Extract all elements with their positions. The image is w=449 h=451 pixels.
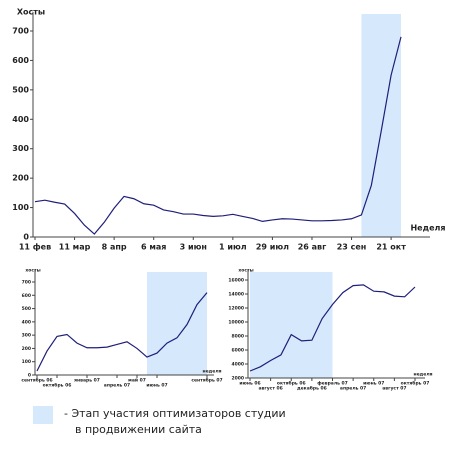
x-tick-label: сентябрь 07 xyxy=(191,377,222,384)
y-tick-label: 14000 xyxy=(228,292,244,298)
x-tick-label: 29 июл xyxy=(256,243,289,252)
y-tick-label: 16000 xyxy=(228,278,244,284)
y-tick-label: 0 xyxy=(28,373,31,379)
x-tick-label: 3 июн xyxy=(180,243,207,252)
highlight-band xyxy=(250,272,333,378)
x-tick-label: апрель 07 xyxy=(340,386,366,392)
x-tick-label: 11 фев xyxy=(19,243,51,252)
x-axis-label: неделя xyxy=(202,370,221,375)
x-tick-label: 23 сен xyxy=(337,243,367,252)
x-tick-label: 26 авг xyxy=(298,243,327,252)
y-tick-label: 700 xyxy=(12,27,29,36)
legend-text: - Этап участия оптимизаторов студии xyxy=(64,407,286,420)
y-tick-label: 200 xyxy=(12,174,29,183)
y-tick-label: 500 xyxy=(22,306,31,312)
y-tick-label: 100 xyxy=(22,359,31,365)
x-tick-label: 21 окт xyxy=(376,243,406,252)
y-tick-label: 700 xyxy=(22,280,31,286)
y-tick-label: 500 xyxy=(12,85,29,94)
y-tick-label: 6000 xyxy=(231,348,244,354)
x-tick-label: 11 мар xyxy=(59,243,91,252)
y-tick-label: 600 xyxy=(22,293,31,299)
y-tick-label: 12000 xyxy=(228,306,244,312)
x-tick-label: май 07 xyxy=(128,377,146,384)
x-tick-label: июнь 07 xyxy=(363,381,384,387)
x-axis-label: Неделя xyxy=(410,224,445,233)
y-tick-label: 200 xyxy=(22,346,31,352)
y-axis-label: Хосты xyxy=(17,8,45,17)
legend-text: в продвижении сайта xyxy=(75,423,202,436)
x-tick-label: октябрь 06 xyxy=(43,382,72,389)
x-axis-label: неделя xyxy=(413,373,432,378)
highlight-band xyxy=(361,14,401,237)
x-tick-label: июнь 07 xyxy=(146,383,167,389)
x-tick-label: август 06 xyxy=(258,386,282,392)
data-line xyxy=(36,292,208,372)
x-tick-label: август 07 xyxy=(382,386,406,392)
x-tick-label: апрель 07 xyxy=(104,383,130,389)
highlight-band xyxy=(147,272,207,375)
y-tick-label: 8000 xyxy=(231,334,244,340)
x-tick-label: 1 июл xyxy=(219,243,247,252)
y-tick-label: 2000 xyxy=(231,376,244,382)
x-tick-label: октябрь 06 xyxy=(277,380,306,387)
y-tick-label: 400 xyxy=(22,319,31,325)
data-line xyxy=(249,284,416,372)
y-tick-label: 10000 xyxy=(228,320,244,326)
x-tick-label: декабрь 06 xyxy=(297,385,327,392)
y-tick-label: 300 xyxy=(12,144,29,153)
y-axis-label: хосты xyxy=(238,269,253,274)
x-tick-label: 8 апр xyxy=(102,243,127,252)
y-tick-label: 600 xyxy=(12,56,29,65)
y-tick-label: 400 xyxy=(12,115,29,124)
y-tick-label: 300 xyxy=(22,333,31,339)
x-tick-label: 6 мая xyxy=(141,243,166,252)
data-line xyxy=(34,36,402,235)
y-tick-label: 4000 xyxy=(231,362,244,368)
x-tick-label: июнь 06 xyxy=(239,381,260,387)
y-axis-label: хосты xyxy=(25,269,40,274)
x-tick-label: февраль 07 xyxy=(317,380,348,387)
x-tick-label: сентябрь 06 xyxy=(21,377,52,384)
legend-swatch xyxy=(33,406,53,424)
x-tick-label: октябрь 07 xyxy=(401,380,430,387)
x-tick-label: январь 07 xyxy=(74,378,100,384)
y-tick-label: 100 xyxy=(12,203,29,212)
y-tick-label: 0 xyxy=(23,233,29,242)
